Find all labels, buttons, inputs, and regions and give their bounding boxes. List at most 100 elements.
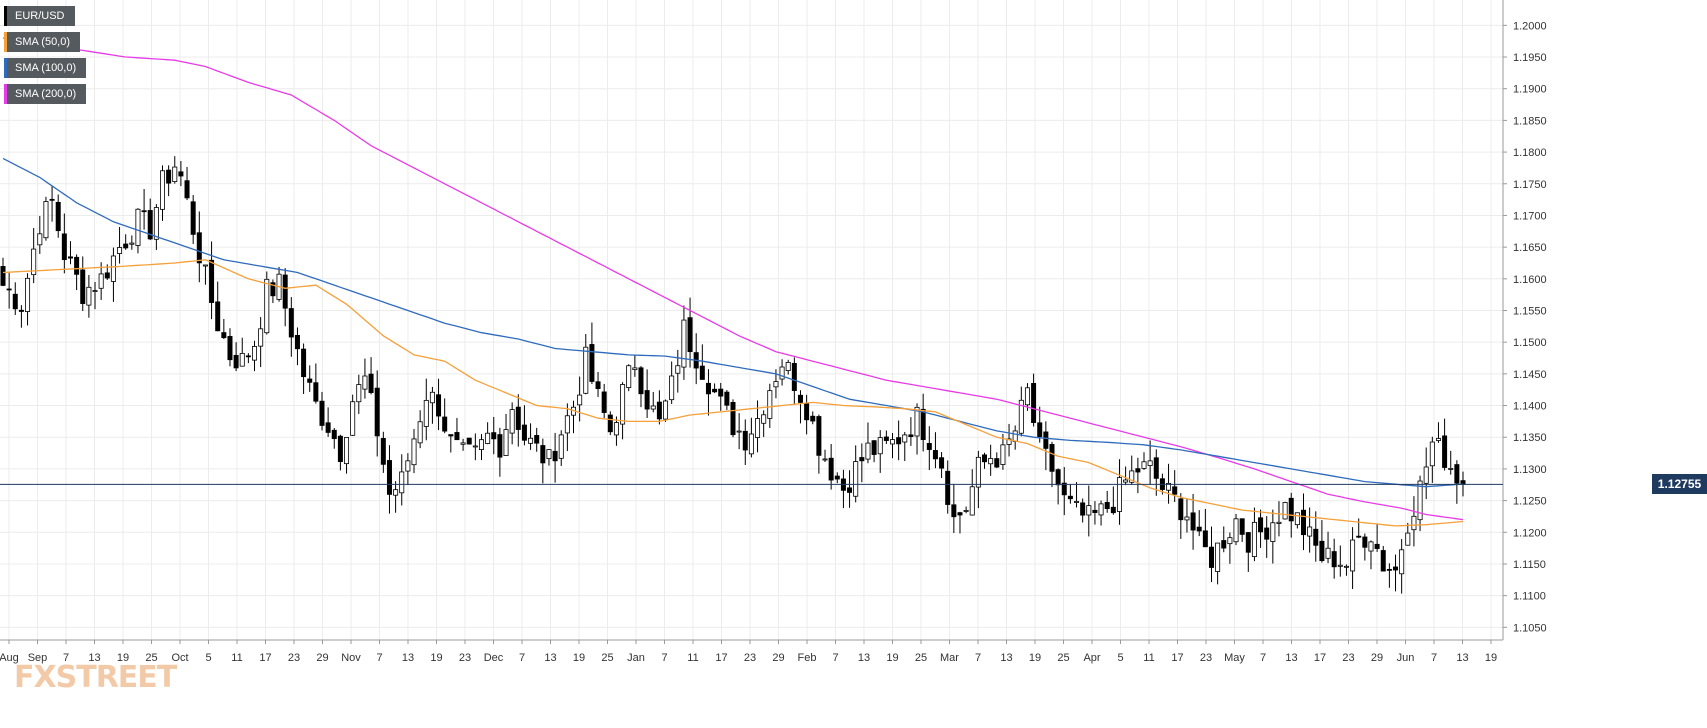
- candle-down: [687, 317, 693, 353]
- fxstreet-logo: FXSTREET: [14, 660, 177, 695]
- candle-down: [1264, 527, 1270, 540]
- candle-up: [37, 233, 43, 246]
- y-tick-label: 1.1350: [1513, 432, 1547, 444]
- candle-down: [454, 432, 460, 441]
- candle-up: [761, 414, 767, 424]
- candle-up: [1129, 470, 1135, 483]
- x-tick-label: 23: [1342, 652, 1354, 664]
- candle-up: [252, 346, 258, 361]
- candle-up: [1417, 480, 1423, 521]
- candle-up: [626, 365, 632, 388]
- legend-item-sma100[interactable]: SMA (100,0): [4, 58, 87, 78]
- candle-up: [663, 400, 669, 420]
- candle-down: [55, 201, 61, 232]
- x-tick-label: Jan: [627, 652, 645, 664]
- candle-down: [1110, 506, 1116, 514]
- x-tick-label: Mar: [940, 652, 959, 664]
- candle-up: [1368, 541, 1374, 552]
- x-tick-label: 11: [231, 652, 242, 664]
- candle-down: [1245, 532, 1251, 553]
- candle-up: [1024, 387, 1030, 406]
- candle-up: [1141, 461, 1147, 469]
- sma100-line: [2, 157, 1464, 488]
- x-tick-label: 5: [205, 652, 211, 664]
- x-tick-label: 19: [886, 652, 898, 664]
- candle-down: [442, 416, 448, 432]
- legend-item-sma200[interactable]: SMA (200,0): [4, 84, 87, 104]
- candle-up: [460, 442, 466, 445]
- y-tick-label: 1.1050: [1513, 622, 1547, 634]
- candle-up: [503, 429, 509, 456]
- legend-item-sma50[interactable]: SMA (50,0): [4, 32, 81, 52]
- candle-up: [362, 375, 368, 390]
- y-tick-label: 1.1750: [1513, 179, 1547, 191]
- candle-up: [914, 406, 920, 437]
- x-tick-label: 13: [1285, 652, 1297, 664]
- candle-up: [135, 208, 141, 246]
- x-tick-label: Oct: [171, 652, 188, 664]
- candle-down: [1104, 501, 1110, 510]
- candle-down: [1442, 435, 1448, 468]
- legend-item-eurusd[interactable]: EUR/USD: [4, 6, 75, 26]
- candle-up: [1227, 537, 1233, 545]
- candle-down: [742, 430, 748, 451]
- candle-down: [215, 301, 221, 332]
- candle-up: [975, 456, 981, 488]
- candle-down: [816, 416, 822, 456]
- candle-down: [380, 438, 386, 465]
- x-tick-label: 7: [1260, 652, 1266, 664]
- candle-up: [159, 170, 165, 210]
- x-tick-label: 19: [573, 652, 585, 664]
- candle-up: [988, 458, 994, 465]
- x-tick-label: 29: [316, 652, 328, 664]
- candle-down: [1202, 530, 1208, 548]
- x-tick-label: 7: [376, 652, 382, 664]
- candle-down: [386, 460, 392, 495]
- candle-up: [1018, 399, 1024, 434]
- x-tick-label: 13: [1000, 652, 1012, 664]
- candle-down: [705, 382, 711, 395]
- legend-label-sma100: SMA (100,0): [15, 62, 77, 74]
- x-tick-label: 25: [1057, 652, 1069, 664]
- x-tick-label: Feb: [798, 652, 817, 664]
- candle-down: [607, 414, 613, 433]
- candle-down: [601, 391, 607, 413]
- x-tick-label: 17: [1314, 652, 1326, 664]
- legend-swatch-eurusd: [4, 6, 7, 26]
- candle-down: [18, 309, 24, 312]
- y-tick-label: 1.1400: [1513, 401, 1547, 413]
- candle-up: [92, 290, 98, 292]
- x-tick-label: 19: [1029, 652, 1041, 664]
- y-tick-label: 1.1650: [1513, 242, 1547, 254]
- candle-up: [632, 367, 638, 370]
- y-tick-label: 1.1850: [1513, 115, 1547, 127]
- y-tick-label: 1.1600: [1513, 274, 1547, 286]
- x-tick-label: 23: [744, 652, 756, 664]
- candle-up: [748, 433, 754, 455]
- y-tick-label: 1.1500: [1513, 337, 1547, 349]
- candle-up: [1000, 444, 1006, 465]
- candle-down: [301, 348, 307, 378]
- legend: EUR/USD SMA (50,0) SMA (100,0) SMA (200,…: [4, 6, 87, 110]
- candle-up: [1337, 564, 1343, 567]
- legend-swatch-sma200: [4, 84, 7, 104]
- candle-up: [86, 286, 92, 306]
- x-tick-label: 25: [915, 652, 927, 664]
- candle-down: [1393, 566, 1399, 571]
- candle-down: [883, 436, 889, 441]
- candle-down: [80, 269, 86, 304]
- candle-up: [1343, 565, 1349, 568]
- y-tick-label: 1.1300: [1513, 464, 1547, 476]
- candle-up: [1270, 522, 1276, 542]
- x-tick-label: 7: [1431, 652, 1437, 664]
- y-tick-label: 1.1800: [1513, 147, 1547, 159]
- candle-up: [356, 384, 362, 403]
- candle-down: [1135, 468, 1141, 473]
- x-tick-label: Apr: [1083, 652, 1100, 664]
- legend-label-sma200: SMA (200,0): [15, 88, 77, 100]
- candle-down: [810, 415, 816, 422]
- x-tick-label: 7: [832, 652, 838, 664]
- x-tick-label: Dec: [484, 652, 504, 664]
